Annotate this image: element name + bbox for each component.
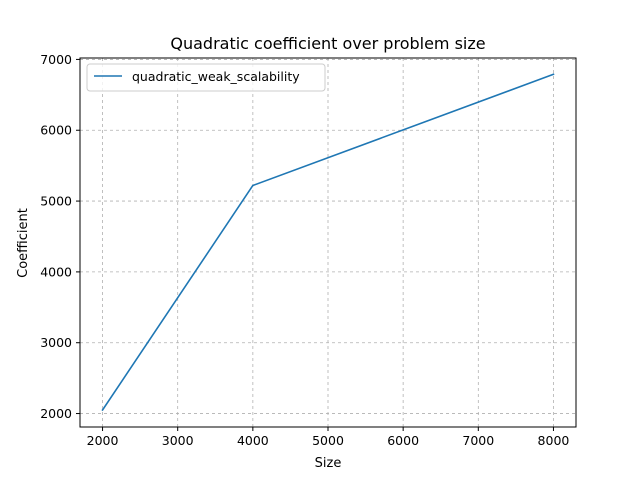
grid-lines — [80, 58, 576, 427]
series-line — [101, 73, 555, 412]
y-tick-label: 2000 — [40, 406, 72, 421]
x-tick-label: 2000 — [87, 433, 119, 448]
y-tick-label: 4000 — [40, 264, 72, 279]
x-tick-label: 5000 — [312, 433, 344, 448]
x-tick-label: 3000 — [162, 433, 194, 448]
legend-label: quadratic_weak_scalability — [132, 69, 300, 84]
y-tick-label: 3000 — [40, 335, 72, 350]
legend-box — [86, 63, 326, 92]
y-tick-label: 6000 — [40, 123, 72, 138]
x-tick-label: 4000 — [237, 433, 269, 448]
x-tick-label: 7000 — [462, 433, 494, 448]
y-axis-label: Coefficient — [16, 208, 31, 278]
x-axis-label: Size — [315, 456, 342, 471]
y-tick-label: 7000 — [40, 52, 72, 67]
tick-layer: 2000 3000 4000 5000 6000 7000 8000 2000 3000 4000… — [40, 52, 569, 448]
legend: quadratic_weak_scalability — [86, 63, 326, 92]
series-layer — [101, 73, 555, 412]
chart-title: Quadratic coefficient over problem size — [170, 34, 485, 53]
x-tick-label: 8000 — [538, 433, 570, 448]
y-tick-label: 5000 — [40, 194, 72, 209]
x-tick-label: 6000 — [387, 433, 419, 448]
